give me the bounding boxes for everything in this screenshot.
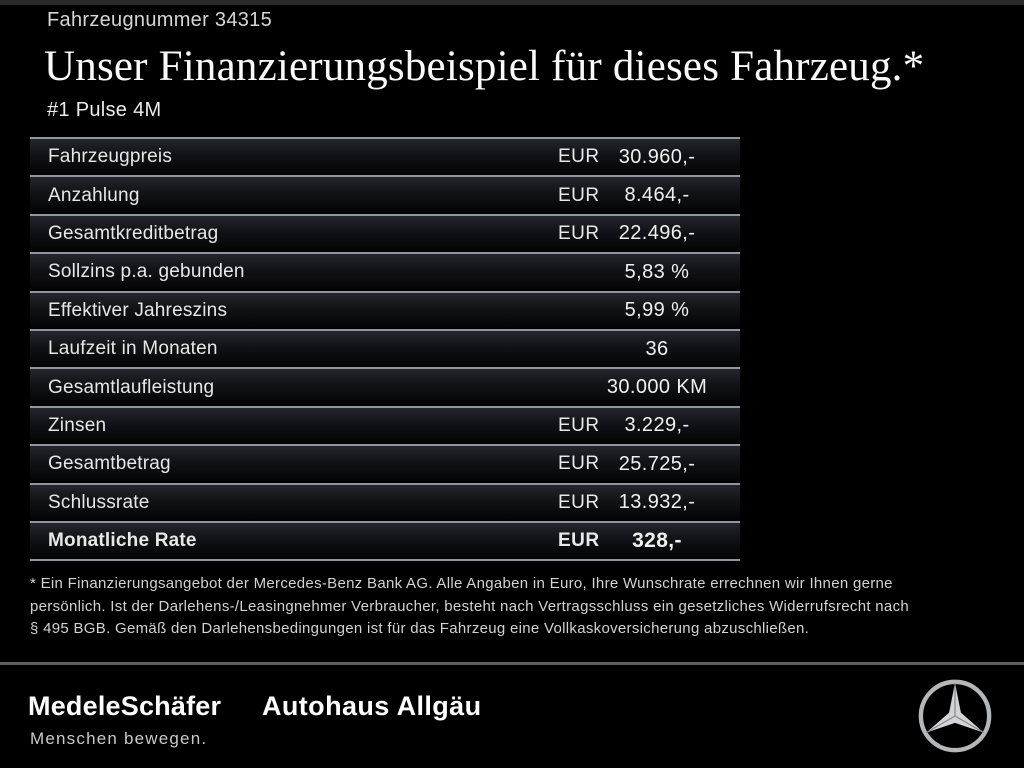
row-value: 8.464,- (624, 184, 690, 207)
disclaimer-line: § 495 BGB. Gemäß den Darlehensbedingunge… (30, 620, 810, 637)
row-currency: EUR (558, 530, 600, 552)
table-row: Gesamtlaufleistung 30.000 KM (30, 367, 740, 406)
table-row: Monatliche Rate EUR 328,- (30, 520, 740, 562)
table-row: Anzahlung EUR 8.464,- (30, 175, 740, 214)
row-label: Fahrzeugpreis (48, 146, 173, 168)
row-value: 5,99 % (624, 299, 690, 322)
row-currency: EUR (558, 222, 600, 244)
table-row: Fahrzeugpreis EUR 30.960,- (30, 137, 740, 176)
dealer-tagline: Menschen bewegen. (30, 729, 208, 748)
row-value: 3.229,- (624, 414, 690, 437)
row-label: Anzahlung (48, 184, 140, 206)
disclaimer-line: persönlich. Ist der Darlehens-/Leasingne… (30, 597, 910, 615)
disclaimer-line: * Ein Finanzierungsangebot der Mercedes-… (30, 575, 893, 592)
row-label: Sollzins p.a. gebunden (48, 261, 245, 283)
top-strip (0, 0, 1024, 5)
page-title: Unser Finanzierungsbeispiel für dieses F… (44, 43, 925, 90)
row-value: 30.000 KM (606, 376, 708, 399)
table-row: Schlussrate EUR 13.932,- (30, 482, 740, 521)
row-label: Laufzeit in Monaten (48, 338, 218, 360)
row-label: Monatliche Rate (48, 530, 197, 552)
table-row: Effektiver Jahreszins 5,99 % (30, 290, 740, 329)
row-label: Gesamtkreditbetrag (48, 222, 219, 244)
row-label: Effektiver Jahreszins (48, 299, 228, 321)
footer-divider (0, 662, 1024, 665)
finance-table: Fahrzeugpreis EUR 30.960,- Anzahlung EUR 8.46… (30, 137, 740, 562)
row-value: 13.932,- (618, 491, 696, 514)
row-label: Gesamtlaufleistung (48, 376, 215, 398)
dealer-logo-autohaus-allgaeu: Autohaus Allgäu (262, 691, 482, 721)
row-label: Gesamtbetrag (48, 453, 171, 475)
dealer-logo-medeleschaefer: MedeleSchäfer (28, 691, 222, 721)
row-value: 30.960,- (618, 145, 696, 168)
model-name: #1 Pulse 4M (47, 99, 162, 121)
table-row: Gesamtkreditbetrag EUR 22.496,- (30, 213, 740, 253)
table-row: Sollzins p.a. gebunden 5,83 % (30, 252, 740, 291)
row-label: Zinsen (48, 414, 107, 436)
row-currency: EUR (558, 453, 600, 475)
table-row: Zinsen EUR 3.229,- (30, 405, 740, 445)
row-value: 22.496,- (618, 222, 696, 245)
table-row: Laufzeit in Monaten 36 (30, 328, 740, 368)
mercedes-star-icon (918, 679, 992, 753)
row-value: 5,83 % (624, 260, 690, 283)
row-value: 328,- (632, 529, 682, 553)
row-value: 36 (645, 337, 669, 360)
table-row: Gesamtbetrag EUR 25.725,- (30, 444, 740, 483)
row-value: 25.725,- (618, 452, 696, 475)
row-currency: EUR (558, 414, 600, 436)
row-label: Schlussrate (48, 491, 150, 513)
row-currency: EUR (558, 146, 600, 168)
row-currency: EUR (558, 184, 600, 206)
row-currency: EUR (558, 491, 600, 513)
disclaimer: * Ein Finanzierungsangebot der Mercedes-… (30, 573, 990, 641)
vehicle-number: Fahrzeugnummer 34315 (47, 9, 273, 31)
